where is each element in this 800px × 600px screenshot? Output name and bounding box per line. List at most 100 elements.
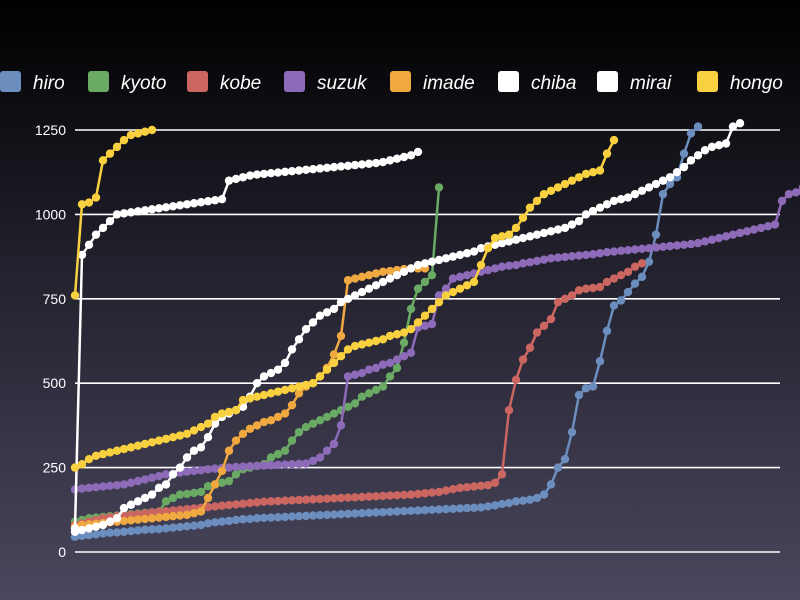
- data-point: [315, 453, 325, 462]
- data-point: [84, 524, 94, 533]
- data-point: [322, 412, 332, 422]
- data-point: [70, 463, 80, 472]
- data-point: [322, 494, 332, 503]
- legend-swatch: [597, 71, 618, 92]
- data-point: [406, 304, 416, 314]
- data-point: [623, 245, 633, 255]
- data-point: [357, 492, 367, 502]
- data-point: [483, 265, 493, 275]
- data-point: [168, 202, 178, 211]
- data-point: [343, 294, 353, 303]
- data-point: [448, 287, 458, 297]
- data-point: [518, 355, 528, 364]
- legend-swatch: [284, 71, 305, 92]
- data-point: [518, 213, 528, 222]
- data-point: [350, 509, 360, 518]
- data-point: [77, 250, 87, 260]
- data-point: [728, 122, 738, 131]
- data-point: [399, 506, 409, 516]
- data-point: [252, 498, 262, 507]
- data-point: [420, 259, 430, 268]
- data-point: [133, 441, 143, 450]
- data-point: [378, 277, 388, 287]
- data-point: [441, 504, 451, 514]
- data-point: [581, 210, 591, 219]
- data-point: [133, 476, 143, 486]
- data-point: [595, 166, 605, 175]
- data-point: [441, 486, 451, 495]
- data-point: [287, 166, 297, 176]
- series-hongo: [70, 135, 619, 472]
- data-point: [203, 493, 213, 503]
- data-point: [714, 233, 724, 243]
- data-point: [140, 508, 150, 518]
- data-point: [588, 206, 598, 216]
- data-point: [112, 142, 122, 152]
- data-point: [203, 465, 213, 474]
- data-point: [273, 496, 283, 506]
- data-point: [308, 419, 318, 428]
- data-point: [378, 491, 388, 501]
- data-point: [231, 515, 241, 525]
- data-point: [98, 156, 108, 165]
- data-point: [448, 252, 458, 261]
- data-point: [525, 203, 535, 212]
- data-point: [280, 496, 290, 505]
- data-point: [385, 266, 395, 276]
- legend-label: hongo: [730, 73, 783, 94]
- data-point: [371, 385, 381, 395]
- data-point: [511, 497, 521, 506]
- data-point: [273, 168, 283, 177]
- data-point: [105, 216, 115, 226]
- data-point: [693, 238, 703, 248]
- data-point: [273, 412, 283, 422]
- data-point: [252, 514, 262, 523]
- legend-swatch: [498, 71, 519, 92]
- data-point: [154, 483, 164, 493]
- data-point: [133, 515, 143, 524]
- data-point: [658, 176, 668, 185]
- data-point: [413, 489, 423, 499]
- data-point: [532, 196, 542, 206]
- data-point: [371, 158, 381, 168]
- data-point: [630, 279, 640, 288]
- data-point: [574, 286, 584, 295]
- data-point: [539, 228, 549, 238]
- data-point: [315, 416, 325, 425]
- data-point: [224, 446, 234, 455]
- data-point: [679, 162, 689, 172]
- data-point: [252, 392, 262, 401]
- data-point: [84, 454, 94, 464]
- data-point: [420, 321, 430, 331]
- data-point: [147, 514, 157, 523]
- data-point: [217, 466, 227, 476]
- data-point: [70, 524, 80, 533]
- data-point: [511, 260, 521, 270]
- data-point: [224, 176, 234, 185]
- data-point: [336, 297, 346, 307]
- data-point: [532, 328, 542, 337]
- legend-label: kobe: [220, 73, 261, 94]
- data-point: [420, 489, 430, 498]
- data-point: [217, 409, 227, 418]
- data-point: [161, 506, 171, 516]
- data-point: [581, 384, 591, 393]
- data-point: [217, 478, 227, 487]
- data-point: [665, 179, 675, 189]
- data-point: [546, 480, 556, 489]
- data-point: [609, 196, 619, 206]
- data-point: [357, 287, 367, 297]
- data-point: [231, 462, 241, 472]
- data-point: [490, 264, 500, 273]
- data-point: [630, 189, 640, 199]
- data-point: [203, 519, 213, 528]
- data-point: [644, 257, 654, 266]
- data-point: [455, 504, 465, 513]
- data-point: [84, 483, 94, 493]
- data-point: [203, 197, 213, 206]
- data-point: [462, 482, 472, 492]
- legend-item: kyoto: [88, 71, 166, 94]
- data-point: [91, 451, 101, 460]
- data-point: [483, 502, 493, 511]
- data-point: [259, 497, 269, 506]
